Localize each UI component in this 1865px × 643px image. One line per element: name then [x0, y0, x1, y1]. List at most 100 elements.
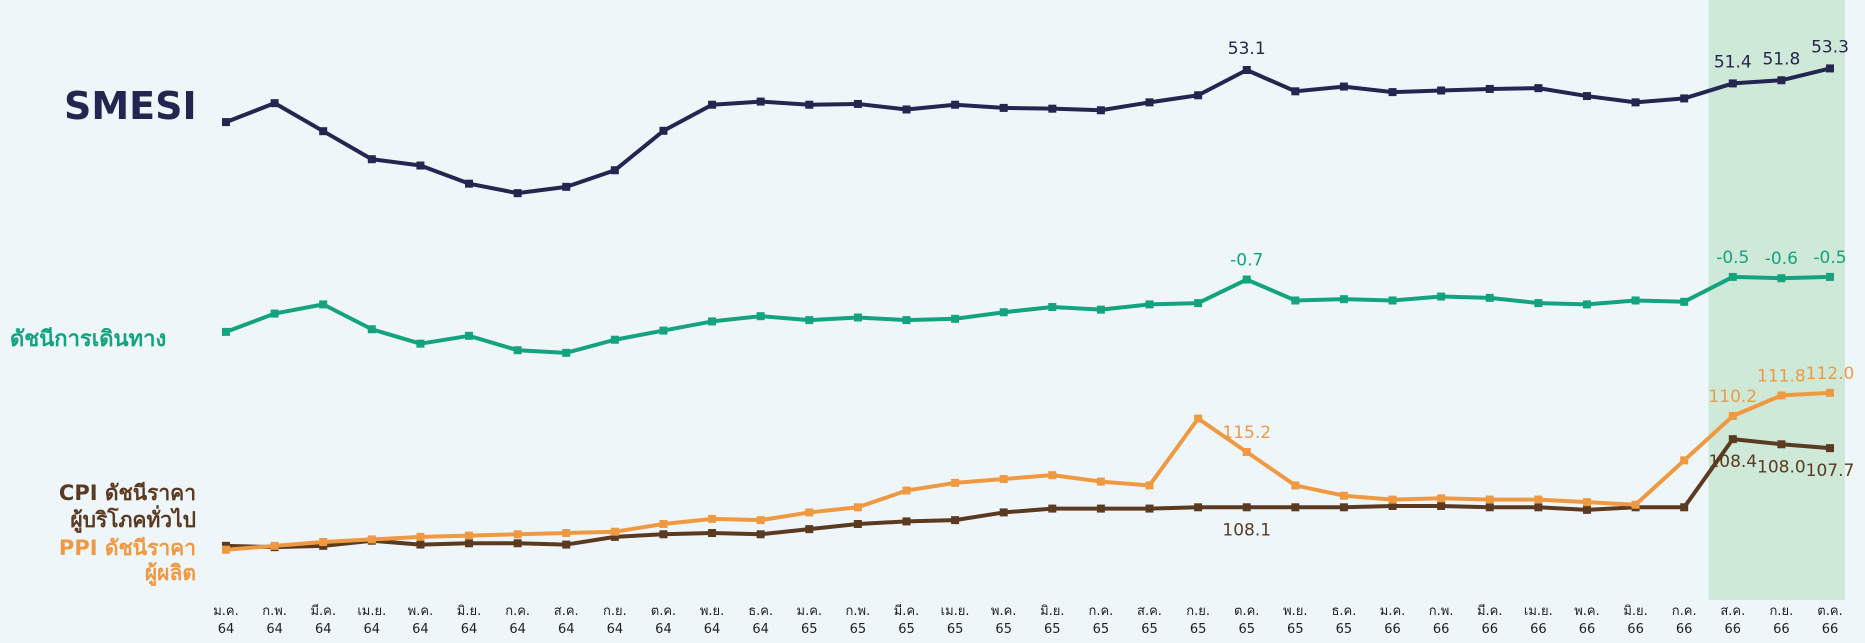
series-1-point-29 — [1631, 296, 1640, 305]
x-tick-year-7: 64 — [558, 622, 575, 637]
series-line-1 — [225, 274, 1831, 355]
series-2-point-10 — [708, 529, 717, 537]
series-3-point-29 — [1631, 500, 1640, 509]
series-0-point-13 — [853, 99, 862, 108]
x-tick-year-19: 65 — [1141, 622, 1158, 637]
series-2-point-32 — [1777, 440, 1786, 449]
series-3-point-21 — [1242, 448, 1251, 456]
series-1-point-19 — [1145, 300, 1154, 309]
series-0-point-0 — [222, 118, 230, 127]
series-0-point-24 — [1388, 88, 1397, 97]
x-tick-year-20: 65 — [1190, 622, 1207, 637]
series-line-3 — [225, 390, 1831, 552]
lines-layer — [222, 64, 1834, 554]
series-2-point-8 — [610, 532, 619, 541]
x-tick-month-22: พ.ย. — [1283, 604, 1307, 619]
series-0-point-5 — [465, 179, 474, 188]
labels-layer: 53.1 51.4 51.8 53.3 -0.7 -0.5 -0.6 -0.5 108.1 108… — [1222, 37, 1854, 540]
series-0-point-7 — [562, 182, 571, 191]
series-1-point-3 — [367, 325, 376, 334]
series-1-data-label-33: -0.5 — [1813, 248, 1846, 268]
series-3-point-22 — [1291, 481, 1300, 490]
x-tick-month-1: ก.พ. — [262, 604, 287, 619]
series-name-cpi-line1: CPI ดัชนีราคา — [59, 481, 196, 505]
x-tick-year-9: 64 — [655, 622, 672, 637]
series-1-point-13 — [853, 313, 862, 322]
series-3-point-1 — [270, 541, 279, 550]
x-tick-month-11: ธ.ค. — [748, 604, 773, 619]
x-tick-year-15: 65 — [947, 622, 964, 637]
series-2-data-label-21: 108.1 — [1222, 520, 1271, 540]
highlight-band — [1708, 0, 1845, 600]
series-1-point-0 — [222, 327, 230, 336]
series-1-point-15 — [951, 314, 960, 323]
x-tick-year-33: 66 — [1822, 622, 1839, 637]
series-2-point-12 — [805, 525, 814, 534]
series-0-point-27 — [1534, 84, 1543, 93]
series-3-point-7 — [562, 529, 571, 537]
x-tick-year-0: 64 — [218, 622, 235, 637]
x-tick-year-4: 64 — [412, 622, 429, 637]
x-tick-year-29: 66 — [1627, 622, 1644, 637]
series-1-point-32 — [1777, 274, 1786, 283]
series-2-point-13 — [853, 520, 862, 528]
series-3-point-14 — [902, 486, 911, 495]
x-tick-month-2: มี.ค. — [310, 603, 336, 619]
x-tick-year-8: 64 — [607, 622, 624, 637]
x-tick-month-20: ก.ย. — [1186, 604, 1210, 619]
series-3-point-3 — [367, 535, 376, 544]
series-2-point-16 — [999, 508, 1008, 517]
x-tick-month-21: ต.ค. — [1234, 604, 1259, 619]
series-3-point-12 — [805, 508, 814, 517]
series-line-0 — [225, 66, 1831, 196]
series-0-point-8 — [610, 166, 619, 175]
series-3-point-26 — [1485, 495, 1494, 504]
series-2-point-27 — [1534, 503, 1543, 512]
x-tick-month-15: เม.ย. — [941, 604, 970, 619]
series-0-point-19 — [1145, 98, 1154, 107]
series-1-point-27 — [1534, 299, 1543, 308]
series-3-data-label-21: 115.2 — [1222, 423, 1271, 443]
series-3-point-25 — [1437, 494, 1446, 503]
series-line-2 — [225, 437, 1831, 550]
series-2-point-33 — [1826, 444, 1834, 453]
x-tick-month-14: มี.ค. — [894, 603, 920, 619]
x-tick-year-11: 64 — [752, 622, 769, 637]
x-tick-month-28: พ.ค. — [1574, 604, 1600, 619]
series-0-point-6 — [513, 189, 522, 198]
series-3-point-28 — [1582, 498, 1591, 507]
series-1-point-25 — [1437, 292, 1446, 301]
x-tick-year-24: 66 — [1384, 622, 1401, 637]
x-tick-year-13: 65 — [850, 622, 867, 637]
series-1-point-21 — [1242, 275, 1251, 284]
x-tick-month-24: ม.ค. — [1380, 604, 1406, 619]
series-0-point-26 — [1485, 84, 1494, 93]
series-3-point-8 — [610, 527, 619, 536]
series-0-point-2 — [319, 127, 328, 136]
series-2-point-15 — [951, 516, 960, 525]
series-2-data-label-32: 108.0 — [1757, 457, 1806, 477]
x-tick-year-5: 64 — [461, 622, 478, 637]
series-1-point-14 — [902, 316, 911, 325]
x-tick-year-12: 65 — [801, 622, 818, 637]
x-tick-month-32: ก.ย. — [1770, 604, 1794, 619]
series-0-point-30 — [1680, 94, 1689, 103]
x-tick-year-10: 64 — [704, 622, 721, 637]
series-3-point-4 — [416, 532, 425, 541]
series-1-point-9 — [659, 326, 668, 335]
series-0-point-9 — [659, 126, 668, 135]
x-tick-year-22: 65 — [1287, 622, 1304, 637]
series-0-point-31 — [1728, 79, 1737, 88]
series-3-point-27 — [1534, 495, 1543, 504]
series-3-point-24 — [1388, 495, 1397, 504]
x-tick-year-3: 64 — [364, 622, 381, 637]
x-tick-month-33: ต.ค. — [1817, 604, 1842, 619]
series-0-point-18 — [1096, 106, 1105, 115]
series-0-data-label-32: 51.8 — [1762, 49, 1800, 69]
series-2-point-6 — [513, 539, 522, 548]
series-3-data-label-31: 110.2 — [1708, 387, 1757, 407]
series-name-smesi: SMESI — [64, 84, 197, 128]
series-3-point-18 — [1096, 477, 1105, 486]
series-3-data-label-33: 112.0 — [1806, 364, 1855, 384]
